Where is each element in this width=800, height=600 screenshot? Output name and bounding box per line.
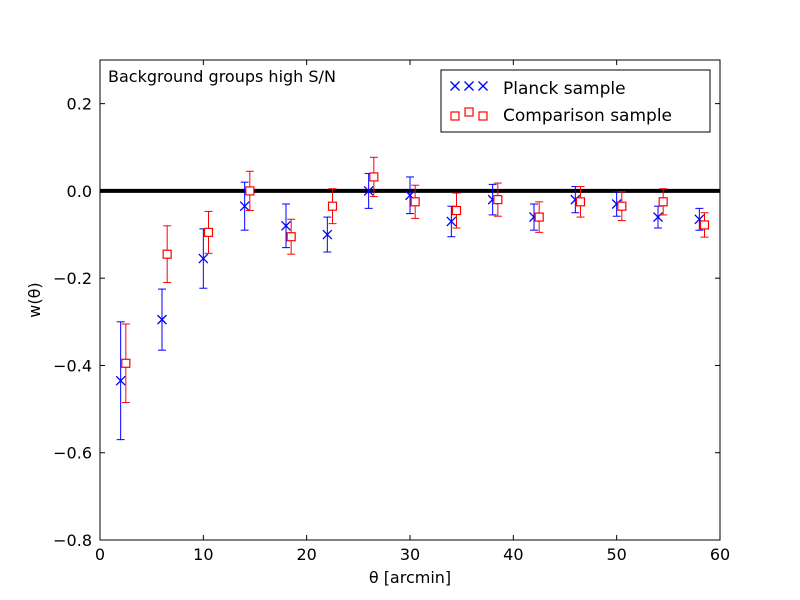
y-tick-label: −0.6 [53,444,92,463]
data-point-planck-stroke-b [281,220,291,231]
series-comparison [121,156,710,404]
legend-label-comparison: Comparison sample [503,106,672,126]
y-tick-label: 0.2 [67,95,92,114]
data-point-comparison [162,249,172,259]
data-point-comparison [121,358,131,368]
data-point-comparison [658,197,668,207]
x-tick-label: 10 [193,545,213,564]
data-point-planck [115,375,126,386]
data-point-planck-stroke-b [239,201,250,212]
data-point-comparison [410,197,420,207]
data-point-planck-stroke-b [198,253,209,264]
data-point-planck [281,220,291,231]
legend-box [440,69,711,133]
legend: Planck sample Comparison sample [440,69,711,133]
data-layer [115,156,710,441]
data-point-comparison [617,201,627,211]
legend-marker-planck-stroke-b [450,81,460,91]
data-point-planck-stroke-b [363,185,374,196]
data-point-comparison [369,172,379,182]
data-point-planck-stroke-b [322,229,333,240]
y-tick-label: 0.0 [67,182,92,201]
data-point-comparison [699,220,710,230]
annotation-text: Background groups high S/N [108,67,336,86]
x-tick-label: 40 [503,545,523,564]
data-point-planck-stroke-b [570,194,581,205]
legend-marks [450,81,488,121]
x-axis-label: θ [arcmin] [369,568,451,587]
ticks-layer: 0 10 20 30 40 50 60 −0.8 −0.6 −0.4 −0.2 0.0 0.2 [53,60,730,564]
data-point-planck-stroke-b [157,314,167,325]
data-point-planck-stroke-b [653,212,663,223]
x-tick-label: 20 [296,545,316,564]
data-point-planck-stroke-b [405,190,415,201]
legend-marker-comparison [464,107,474,117]
legend-marker-planck [464,81,474,91]
data-point-planck [157,314,167,325]
x-tick-label: 60 [710,545,730,564]
data-point-planck-stroke-b [446,216,457,227]
x-tick-label: 30 [400,545,420,564]
x-tick-label: 0 [95,545,105,564]
y-axis-label: w(θ) [25,282,44,317]
data-point-planck-stroke-b [115,375,126,386]
legend-marker-planck-stroke-b [464,81,474,91]
data-point-comparison [575,197,586,207]
legend-marker-planck [478,81,488,91]
data-point-planck [322,229,333,240]
y-tick-label: −0.2 [53,269,92,288]
data-point-planck [363,185,374,196]
data-point-comparison [203,227,214,237]
legend-marker-planck [450,81,460,91]
series-planck [115,172,705,441]
data-point-planck [198,253,209,264]
data-point-comparison [286,232,296,242]
x-tick-label: 50 [606,545,626,564]
data-point-comparison [493,195,503,205]
data-point-planck [446,216,457,227]
data-point-planck [653,212,663,223]
data-point-comparison [245,186,255,196]
legend-marker-planck-stroke-b [478,81,488,91]
data-point-comparison [451,205,462,216]
data-point-planck-stroke-b [694,214,705,225]
y-tick-label: −0.4 [53,356,92,375]
legend-marker-comparison [478,111,488,121]
data-point-comparison [327,201,338,211]
legend-label-planck: Planck sample [503,79,626,99]
data-point-planck-stroke-b [611,199,622,209]
data-point-planck [239,201,250,212]
data-point-comparison [534,212,544,222]
legend-marker-comparison [450,111,460,121]
y-tick-label: −0.8 [53,531,92,550]
